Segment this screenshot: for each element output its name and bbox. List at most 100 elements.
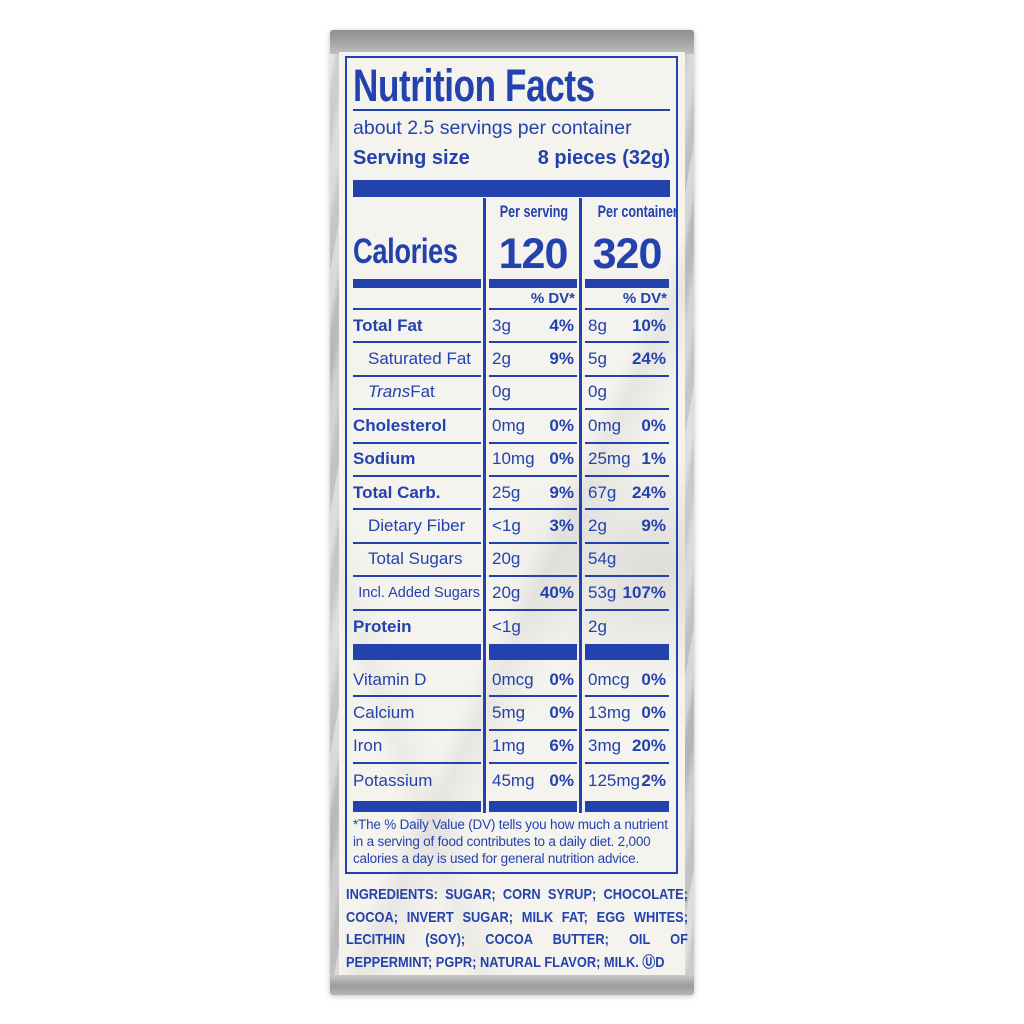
ingredients-line: COCOA; INVERT SUGAR; MILK FAT; EGG WHITE… — [346, 908, 688, 926]
bottom-divider-bar — [353, 801, 670, 813]
amount-per-container: 2g — [588, 516, 607, 536]
value-cell-per-serving: 0mcg 0% — [489, 664, 577, 698]
amount-per-serving: 1mg — [492, 736, 526, 756]
amount-per-container: 67g — [588, 482, 617, 502]
calories-per-container-wrap: 320 — [585, 224, 669, 279]
daily-value-per-serving: 9% — [549, 349, 574, 369]
daily-value-per-serving: 0% — [549, 669, 574, 689]
divider-bar-segment — [353, 801, 481, 813]
row-label: Incl. Added Sugars — [353, 577, 481, 611]
calories-underbar — [353, 279, 481, 288]
daily-value-per-container: 1% — [641, 449, 666, 469]
daily-value-per-container: 20% — [631, 736, 666, 756]
value-cell-per-serving: 20g — [489, 544, 577, 578]
daily-value-per-container: 0% — [641, 669, 666, 689]
daily-value-per-serving: 0% — [549, 415, 574, 435]
ingredients-line: INGREDIENTS: SUGAR; CORN SYRUP; CHOCOLAT… — [346, 886, 688, 903]
daily-value-per-serving: 3% — [549, 516, 574, 536]
calories-per-container-cell: 320 % DV* — [585, 224, 669, 310]
table-row: Total Fat 3g 4% 8g 10% — [353, 310, 670, 344]
value-cell-per-serving: 2g 9% — [489, 343, 577, 377]
value-cell-per-container: 54g — [585, 544, 669, 578]
value-cell-per-serving: 25g 9% — [489, 477, 577, 511]
table-row: Incl. Added Sugars 20g 40% 53g 107% — [353, 577, 670, 611]
vitamin-rows: Vitamin D 0mcg 0% 0mcg 0% Calcium 5mg 0% 13mg 0% I… — [353, 664, 670, 798]
value-cell-per-serving: <1g — [489, 611, 577, 644]
table-row: Protein <1g 2g — [353, 611, 670, 644]
serving-size-row: Serving size 8 pieces (32g) — [353, 142, 670, 175]
row-label: Dietary Fiber — [353, 510, 481, 544]
value-cell-per-serving: <1g 3% — [489, 510, 577, 544]
row-label: Total Sugars — [353, 544, 481, 578]
value-cell-per-container: 125mg 2% — [585, 764, 669, 797]
section-divider-bar — [353, 643, 670, 660]
value-cell-per-container: 8g 10% — [585, 310, 669, 344]
table-row: Potassium 45mg 0% 125mg 2% — [353, 764, 670, 797]
nutrition-facts-box: Nutrition Facts about 2.5 servings per c… — [345, 56, 678, 874]
value-cell-per-container: 2g — [585, 611, 669, 644]
dv-header-spacer — [353, 288, 481, 306]
amount-per-serving: 2g — [492, 349, 511, 369]
row-label-italic: Trans — [368, 382, 411, 402]
amount-per-container: 0g — [588, 382, 607, 402]
divider-bar-segment — [353, 643, 481, 660]
value-cell-per-container: 2g 9% — [585, 510, 669, 544]
amount-per-container: 3mg — [588, 736, 622, 756]
row-label: Total Carb. — [353, 477, 481, 511]
servings-per-container: about 2.5 servings per container — [353, 117, 632, 139]
value-cell-per-serving: 0g — [489, 377, 577, 411]
value-cell-per-serving: 5mg 0% — [489, 697, 577, 731]
foil-bottom-seal — [330, 975, 694, 995]
candy-wrapper: Nutrition Facts about 2.5 servings per c… — [330, 30, 694, 995]
amount-per-serving: 45mg — [492, 770, 535, 790]
amount-per-serving: 20g — [492, 582, 521, 602]
daily-value-footnote: *The % Daily Value (DV) tells you how mu… — [353, 817, 668, 866]
amount-per-container: 53g — [588, 582, 617, 602]
table-row: Iron 1mg 6% 3mg 20% — [353, 731, 670, 765]
daily-value-per-container: 9% — [641, 516, 666, 536]
daily-value-per-serving: 4% — [549, 315, 574, 335]
row-label: Cholesterol — [353, 410, 481, 444]
daily-value-per-container: 24% — [631, 349, 666, 369]
amount-per-serving: 0mg — [492, 415, 526, 435]
value-cell-per-serving: 45mg 0% — [489, 764, 577, 797]
daily-value-per-serving: 9% — [549, 482, 574, 502]
amount-per-serving: 5mg — [492, 702, 526, 722]
row-label: Trans Fat — [353, 377, 481, 411]
daily-value-per-container: 2% — [641, 770, 666, 790]
row-label: Potassium — [353, 770, 433, 790]
daily-value-per-container: 0% — [641, 415, 666, 435]
row-label: Vitamin D — [353, 664, 481, 698]
nutrient-rows: Total Fat 3g 4% 8g 10% Saturated Fat 2g 9% 5g 24%… — [353, 310, 670, 644]
daily-value-per-container: 107% — [622, 582, 666, 602]
value-cell-per-serving: 0mg 0% — [489, 410, 577, 444]
ingredients-line: PEPPERMINT; PGPR; NATURAL FLAVOR; MILK. … — [346, 953, 665, 971]
table-row: Dietary Fiber <1g 3% 2g 9% — [353, 510, 670, 544]
calories-word-wrap: Calories — [353, 224, 481, 279]
row-label: Iron — [353, 731, 481, 765]
table-row: Trans Fat 0g 0g — [353, 377, 670, 411]
table-row: Total Carb. 25g 9% 67g 24% — [353, 477, 670, 511]
serving-size-value: 8 pieces (32g) — [537, 147, 670, 169]
calories-per-serving-cell: 120 % DV* — [489, 224, 577, 310]
ingredients-line: LECITHIN (SOY); COCOA BUTTER; OIL OF — [346, 931, 688, 949]
amount-per-serving: <1g — [492, 516, 521, 536]
daily-value-per-container: 0% — [641, 702, 666, 722]
value-cell-per-container: 25mg 1% — [585, 444, 669, 477]
calories-label: Calories — [353, 231, 458, 271]
dv-header-per-container: % DV* — [622, 290, 667, 307]
daily-value-per-serving: 40% — [539, 582, 574, 602]
column-divider-line-1 — [483, 198, 486, 813]
daily-value-per-serving: 6% — [549, 736, 574, 756]
divider-bar-segment — [489, 801, 577, 813]
row-label: Total Fat — [353, 310, 481, 344]
table-row: Cholesterol 0mg 0% 0mg 0% — [353, 410, 670, 444]
amount-per-serving: 0g — [492, 382, 511, 402]
amount-per-serving: <1g — [492, 617, 521, 637]
calories-label-cell: Calories — [353, 224, 481, 310]
divider-bar-segment — [489, 643, 577, 660]
value-cell-per-serving: 1mg 6% — [489, 731, 577, 765]
calories-per-serving-underbar — [489, 279, 577, 288]
ingredients-block: INGREDIENTS: SUGAR; CORN SYRUP; CHOCOLAT… — [346, 884, 688, 974]
value-cell-per-container: 3mg 20% — [585, 731, 669, 765]
